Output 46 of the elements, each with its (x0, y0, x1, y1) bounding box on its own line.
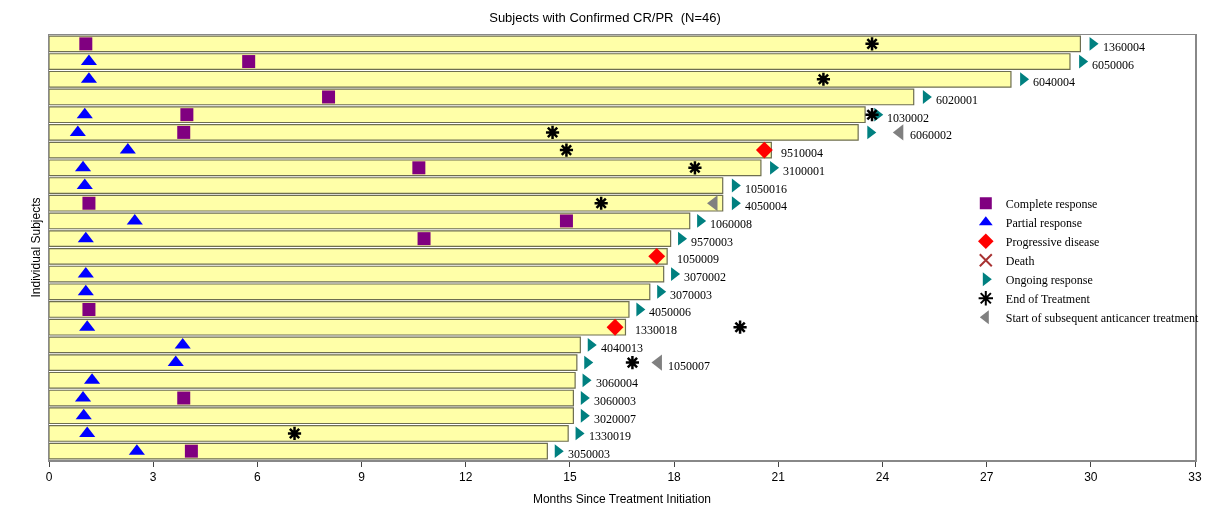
x-tick-label: 15 (563, 469, 577, 484)
y-tick-label: 3100001 (783, 164, 825, 178)
legend-label: Ongoing response (1005, 272, 1093, 287)
x-tick-label: 27 (979, 469, 994, 484)
y-tick-label: 4050004 (745, 199, 787, 213)
x-tick-label: 24 (875, 469, 890, 484)
y-tick-label: 3050003 (568, 447, 610, 461)
y-tick-label: 6040004 (1033, 75, 1075, 89)
x-tick-label: 3 (149, 469, 157, 484)
y-tick-label: 1330018 (635, 323, 677, 337)
y-tick-label: 6020001 (936, 93, 978, 107)
y-tick-label: 9570003 (691, 235, 733, 249)
y-tick-label: 3070002 (684, 270, 726, 284)
y-tick-label: 3060004 (596, 376, 638, 390)
chart-title: Subjects with Confirmed CR/PR (N=46) (489, 9, 721, 25)
legend-label: Complete response (1005, 196, 1098, 211)
y-tick-label: 1360004 (1103, 40, 1145, 54)
y-tick-label: 3070003 (670, 288, 712, 302)
y-tick-label: 6060002 (910, 128, 952, 142)
y-tick-label: 9510004 (781, 146, 823, 160)
y-tick-label: 1050016 (745, 182, 787, 196)
x-tick-label: 6 (254, 469, 262, 484)
x-tick-label: 18 (667, 469, 682, 484)
y-tick-label: 1050007 (668, 359, 710, 373)
legend-label: Start of subsequent anticancer treatment (1005, 310, 1200, 325)
y-tick-label: 1330019 (589, 429, 631, 443)
x-axis-title: Months Since Treatment Initiation (532, 492, 712, 506)
y-tick-label: 4050006 (649, 305, 691, 319)
y-tick-label: 3020007 (594, 412, 636, 426)
y-tick-label: 4040013 (601, 341, 643, 355)
x-tick-label: 9 (358, 469, 366, 484)
y-tick-label: 1050009 (677, 252, 719, 266)
legend-label: Death (1005, 253, 1035, 268)
y-axis-title: Individual Subjects (29, 197, 44, 298)
y-tick-label: 1060008 (710, 217, 752, 231)
y-tick-label: 6050006 (1092, 58, 1134, 72)
x-tick-label: 21 (771, 469, 786, 484)
x-tick-label: 12 (459, 469, 473, 484)
legend-label: Progressive disease (1005, 234, 1100, 249)
y-tick-label: 3060003 (594, 394, 636, 408)
x-tick-label: 0 (45, 469, 53, 484)
y-tick-label: 1030002 (887, 111, 929, 125)
legend-label: End of Treatment (1005, 291, 1091, 306)
legend-label: Partial response (1005, 215, 1083, 230)
x-tick-label: 30 (1084, 469, 1098, 484)
x-tick-label: 33 (1188, 469, 1202, 484)
